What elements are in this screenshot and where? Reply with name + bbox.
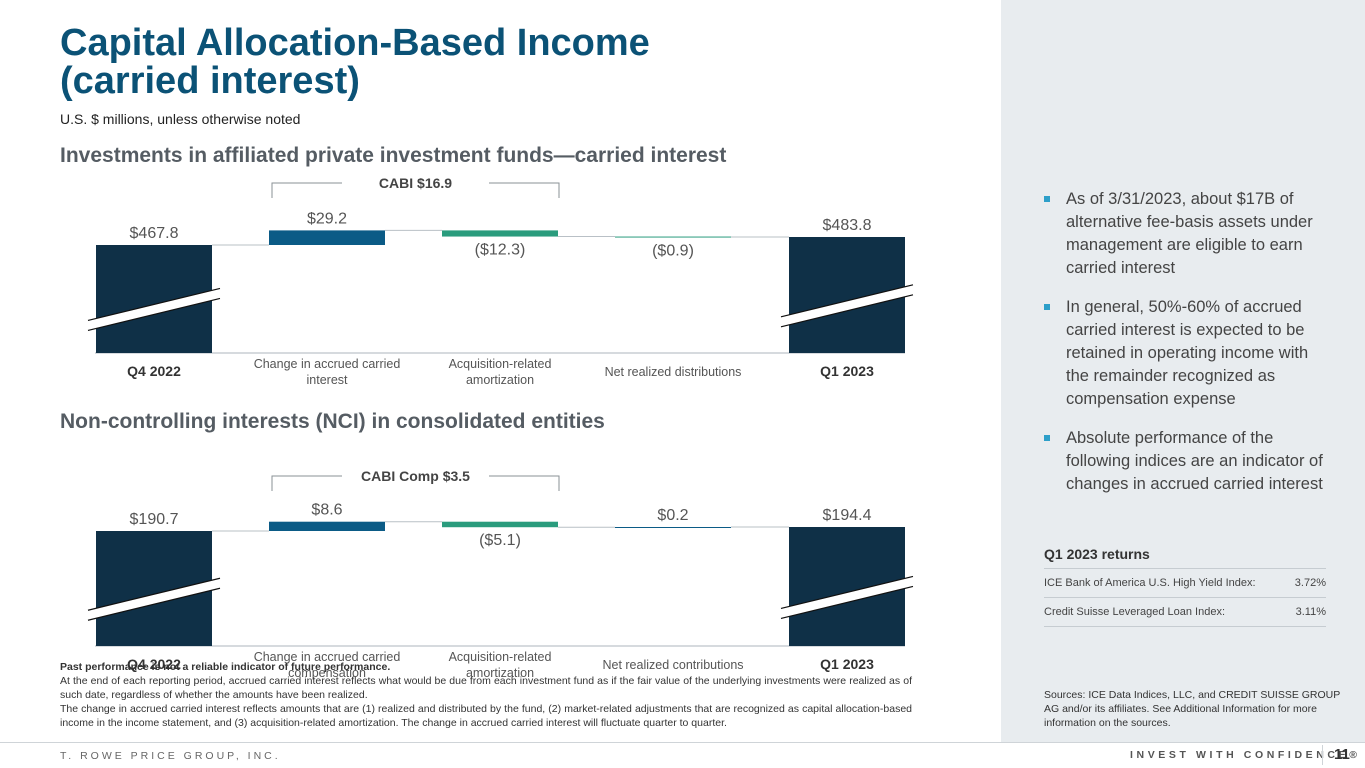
data-label: $0.2 [657,507,688,524]
key-point-text: Absolute performance of the following in… [1066,429,1323,493]
bar-decrease [615,236,731,238]
key-points-list: As of 3/31/2023, about $17B of alternati… [1044,188,1334,512]
data-label: $8.6 [311,502,342,519]
category-label: interest [307,373,349,387]
data-label: $467.8 [130,225,179,242]
returns-index-value: 3.11% [1295,606,1326,618]
footnote-disclaimer: Past performance is not a reliable indic… [60,661,391,673]
footnote-paragraph: The change in accrued carried interest r… [60,703,912,729]
axis-break-gap [781,284,913,327]
key-point-text: As of 3/31/2023, about $17B of alternati… [1066,190,1313,277]
page-subtitle: U.S. $ millions, unless otherwise noted [60,111,301,127]
data-label: ($12.3) [475,242,526,259]
data-label: $29.2 [307,210,347,227]
data-label: ($5.1) [479,532,521,549]
bullet-square-icon [1044,435,1050,441]
section-title-nci: Non-controlling interests (NCI) in conso… [60,410,605,433]
key-point-text: In general, 50%-60% of accrued carried i… [1066,298,1309,408]
section-title-investments: Investments in affiliated private invest… [60,144,727,167]
bullet-square-icon [1044,304,1050,310]
bar-decrease [442,521,558,528]
bracket-left-line [271,182,342,198]
data-label: $194.4 [823,507,872,524]
axis-break-gap [781,576,913,619]
category-label: Acquisition-related [449,650,552,664]
category-label: Net realized contributions [602,658,743,672]
axis-break-line [780,284,914,318]
page-title-line-2: (carried interest) [60,60,360,102]
axis-break-line [87,587,221,621]
footnote-paragraph: At the end of each reporting period, acc… [60,675,912,701]
data-label: $190.7 [130,511,179,528]
category-label: Change in accrued carried [254,357,401,371]
category-label: amortization [466,666,534,680]
category-label: Change in accrued carried [254,650,401,664]
bracket-left-line [271,475,342,491]
axis-break-mark [87,577,221,621]
key-point: In general, 50%-60% of accrued carried i… [1044,296,1334,411]
axis-break-line [87,287,221,321]
footer-tagline: INVEST WITH CONFIDENCE® [1130,749,1361,761]
returns-heading: Q1 2023 returns [1044,546,1326,569]
bar-increase [269,521,385,531]
returns-index-name: ICE Bank of America U.S. High Yield Inde… [1044,577,1256,589]
footer-separator [1322,745,1323,765]
returns-table: Q1 2023 returns ICE Bank of America U.S.… [1044,546,1326,627]
category-label: Q4 2022 [127,656,181,672]
category-label: Q4 2022 [127,363,181,379]
category-label: Q1 2023 [820,656,874,672]
sources-note: Sources: ICE Data Indices, LLC, and CRED… [1044,689,1341,729]
axis-break-line [87,297,221,331]
axis-break-line [780,575,914,610]
page-number: 11 [1334,746,1350,763]
axis-break-line [87,577,221,611]
data-label: $483.8 [823,217,872,234]
key-point: As of 3/31/2023, about $17B of alternati… [1044,188,1334,280]
key-point: Absolute performance of the following in… [1044,427,1334,496]
data-label: ($0.9) [652,243,694,260]
returns-row: Credit Suisse Leveraged Loan Index: 3.11… [1044,598,1326,627]
axis-break-mark [87,287,221,331]
bullet-square-icon [1044,196,1050,202]
bracket-right-line [489,475,560,491]
footnotes: Past performance is not a reliable indic… [60,660,912,730]
waterfall-chart-investments: CABI $16.9 $467.8 Q4 2022 $29.2 Change in ac… [87,175,914,387]
waterfall-chart-nci: CABI Comp $3.5 $190.7 Q4 2022 $8.6 Change in… [87,468,914,680]
returns-index-name: Credit Suisse Leveraged Loan Index: [1044,606,1226,618]
page-title-line-1: Capital Allocation-Based Income [60,22,650,64]
sidebar-panel [1001,0,1365,742]
axis-break-mark [780,575,914,620]
bracket-right-line [489,182,560,198]
bracket-label: CABI $16.9 [379,175,452,191]
category-label: compensation [288,666,366,680]
category-label: Net realized distributions [605,365,742,379]
category-label: Acquisition-related [449,357,552,371]
axis-break-gap [88,288,220,331]
axis-break-line [780,294,914,328]
axis-break-line [780,585,914,620]
footer-divider [0,742,1365,743]
category-label: amortization [466,373,534,387]
returns-row: ICE Bank of America U.S. High Yield Inde… [1044,569,1326,598]
bar-increase [615,527,731,528]
axis-break-gap [88,578,220,621]
footer-company-name: T. ROWE PRICE GROUP, INC. [60,750,281,762]
bracket-label: CABI Comp $3.5 [361,468,470,484]
bar-increase [269,230,385,245]
bar-decrease [442,230,558,237]
category-label: Q1 2023 [820,363,874,379]
page-title: Capital Allocation-Based Income (carried… [60,24,960,100]
axis-break-mark [780,284,914,328]
returns-index-value: 3.72% [1294,577,1326,589]
